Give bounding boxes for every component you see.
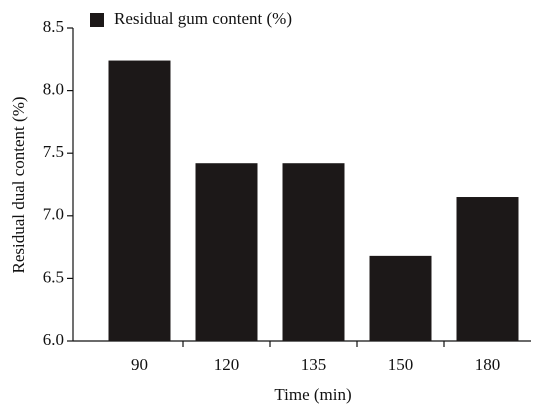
bar (282, 163, 345, 341)
bar (108, 60, 171, 341)
legend-swatch (90, 13, 104, 27)
bar (369, 255, 432, 341)
x-tick-label: 120 (214, 355, 240, 374)
y-axis-label: Residual dual content (%) (9, 96, 28, 273)
x-axis-label: Time (min) (274, 385, 351, 404)
legend-label: Residual gum content (%) (114, 9, 292, 28)
y-tick-label: 7.5 (43, 142, 64, 161)
bar (195, 163, 258, 341)
y-tick-label: 6.0 (43, 330, 64, 349)
y-tick-label: 7.0 (43, 205, 64, 224)
x-tick-label: 90 (131, 355, 148, 374)
bar (456, 197, 519, 341)
y-tick-label: 6.5 (43, 267, 64, 286)
x-tick-label: 180 (475, 355, 501, 374)
y-tick-label: 8.0 (43, 80, 64, 99)
y-tick-label: 8.5 (43, 17, 64, 36)
x-tick-label: 150 (388, 355, 414, 374)
x-tick-label: 135 (301, 355, 327, 374)
